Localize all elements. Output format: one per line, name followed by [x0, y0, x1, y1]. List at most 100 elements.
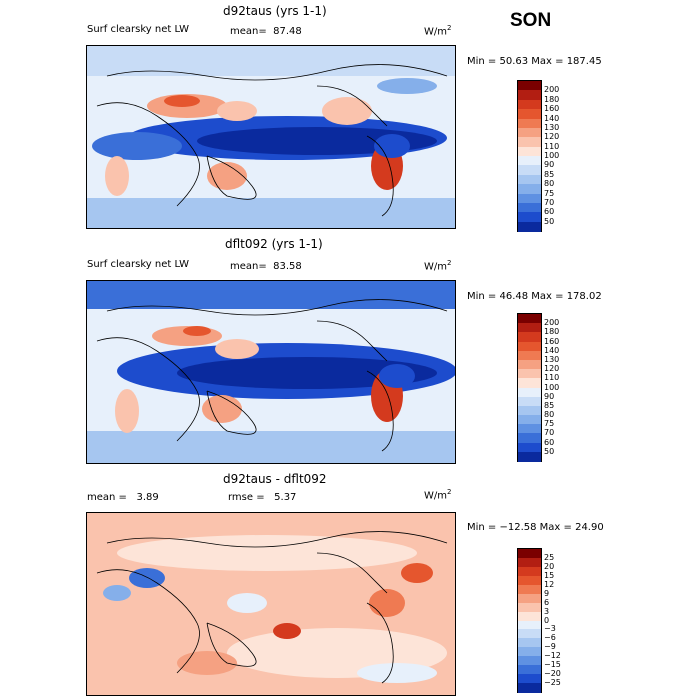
colorbar-swatch: [518, 593, 541, 604]
panel-2-mean-value: 83.58: [273, 261, 302, 272]
colorbar-swatch: [518, 378, 541, 388]
panel-1-mean-value: 87.48: [273, 26, 302, 37]
colorbar-swatch: [518, 602, 541, 613]
colorbar-swatch: [518, 174, 541, 185]
colorbar-swatch: [518, 90, 541, 101]
colorbar-tick-label: 110: [544, 141, 560, 151]
colorbar-swatch: [518, 683, 541, 693]
colorbar-tick-label: 160: [544, 336, 560, 346]
colorbar-swatch: [518, 611, 541, 621]
colorbar-swatch: [518, 405, 541, 416]
colorbar-tick-label: 9: [544, 588, 550, 598]
colorbar-swatch: [518, 341, 541, 352]
colorbar-swatch: [518, 137, 541, 148]
colorbar-swatch: [518, 118, 541, 129]
colorbar-tick-label: 50: [544, 446, 555, 456]
colorbar-swatch: [518, 193, 541, 204]
colorbar-swatch: [518, 656, 541, 666]
panel-1-title: d92taus (yrs 1-1): [223, 4, 327, 18]
colorbar-swatch: [518, 127, 541, 138]
colorbar-tick-label: 75: [544, 188, 555, 198]
panel-3-mean-label: mean = 3.89: [87, 492, 159, 503]
colorbar-swatch: [518, 584, 541, 595]
colorbar-swatch: [518, 647, 541, 657]
colorbar-swatch: [518, 202, 541, 213]
colorbar-tick-label: −3: [544, 624, 556, 634]
colorbar-swatch: [518, 415, 541, 425]
colorbar-tick-label: 12: [544, 579, 555, 589]
colorbar-swatch: [518, 99, 541, 110]
panel-3-units: W/m2: [424, 488, 452, 502]
colorbar-swatch: [518, 212, 541, 223]
colorbar-swatch: [518, 350, 541, 361]
colorbar-swatch: [518, 674, 541, 684]
colorbar-tick-label: 6: [544, 597, 550, 607]
colorbar-swatch: [518, 566, 541, 577]
colorbar-tick-label: 140: [544, 345, 560, 355]
panel-1-map-field: [87, 46, 455, 228]
panel-1-map: [86, 45, 456, 229]
panel-2-colorbar: 200 180 160 140 130 120 110 100 90 85 80 75 70 60 50: [517, 313, 559, 462]
colorbar-tick-label: 140: [544, 113, 560, 123]
colorbar-tick-label: 80: [544, 179, 555, 189]
panel-1-units: W/m2: [424, 24, 452, 38]
colorbar-tick-label: 200: [544, 85, 560, 95]
colorbar-swatch: [518, 156, 541, 166]
colorbar-tick-label: 180: [544, 327, 560, 337]
colorbar-swatch: [518, 146, 541, 157]
colorbar-tick-label: 25: [544, 552, 555, 562]
panel-3-rmse-value: 5.37: [274, 492, 297, 503]
colorbar-tick-label: 120: [544, 364, 560, 374]
colorbar-swatch: [518, 81, 541, 91]
panel-1-mean-label: mean= 87.48: [230, 26, 302, 37]
colorbar-swatch: [518, 638, 541, 648]
colorbar-tick-label: 160: [544, 104, 560, 114]
colorbar-tick-label: 200: [544, 318, 560, 328]
colorbar-swatch: [518, 442, 541, 453]
colorbar-tick-label: 180: [544, 94, 560, 104]
panel-2-mean-label: mean= 83.58: [230, 261, 302, 272]
colorbar-tick-label: 100: [544, 382, 560, 392]
colorbar-swatch: [518, 314, 541, 324]
colorbar-swatch: [518, 109, 541, 119]
colorbar-tick-label: −6: [544, 633, 556, 643]
colorbar-tick-label: 120: [544, 132, 560, 142]
colorbar-tick-label: 3: [544, 606, 550, 616]
panel-1-variable-label: Surf clearsky net LW: [87, 24, 190, 35]
colorbar-swatch: [518, 387, 541, 398]
colorbar-tick-label: 100: [544, 151, 560, 160]
panel-1-minmax: Min = 50.63 Max = 187.45: [467, 56, 602, 67]
colorbar-tick-label: 75: [544, 419, 555, 429]
colorbar-tick-label: 90: [544, 391, 555, 401]
panel-2-map: [86, 280, 457, 464]
panel-2-map-field: [87, 281, 457, 463]
panel-3-colorbar: 25 20 15 12 9 6 3 0 −3 −6 −9 −12 −15 −20 −25: [517, 548, 561, 693]
colorbar-swatch: [518, 557, 541, 568]
colorbar-tick-label: 60: [544, 437, 555, 447]
colorbar-swatch: [518, 221, 541, 232]
colorbar-tick-label: −25: [544, 678, 561, 688]
colorbar-tick-label: 80: [544, 410, 555, 420]
colorbar-tick-label: 90: [544, 160, 555, 170]
colorbar-tick-label: 85: [544, 169, 555, 179]
colorbar-swatch: [518, 549, 541, 559]
colorbar-swatch: [518, 620, 541, 630]
panel-3-map: [86, 512, 456, 696]
colorbar-swatch: [518, 433, 541, 444]
colorbar-tick-label: 130: [544, 354, 560, 364]
panel-3-map-field: [87, 513, 455, 695]
colorbar-tick-label: −20: [544, 669, 561, 679]
panel-3-rmse-label: rmse = 5.37: [228, 492, 297, 503]
colorbar-tick-label: 60: [544, 207, 555, 217]
colorbar-tick-label: −9: [544, 642, 556, 652]
colorbar-tick-label: 15: [544, 570, 555, 580]
colorbar-tick-label: 70: [544, 428, 555, 438]
panel-2-units: W/m2: [424, 259, 452, 273]
colorbar-tick-label: 50: [544, 216, 555, 226]
colorbar-swatch: [518, 665, 541, 675]
colorbar-swatch: [518, 369, 541, 379]
panel-1-colorbar: 200 180 160 140 130 120 110 100 90 85 80 75 70 60 50: [517, 80, 559, 232]
colorbar-swatch: [518, 184, 541, 194]
colorbar-tick-label: 20: [544, 561, 555, 571]
panel-2-variable-label: Surf clearsky net LW: [87, 259, 190, 270]
